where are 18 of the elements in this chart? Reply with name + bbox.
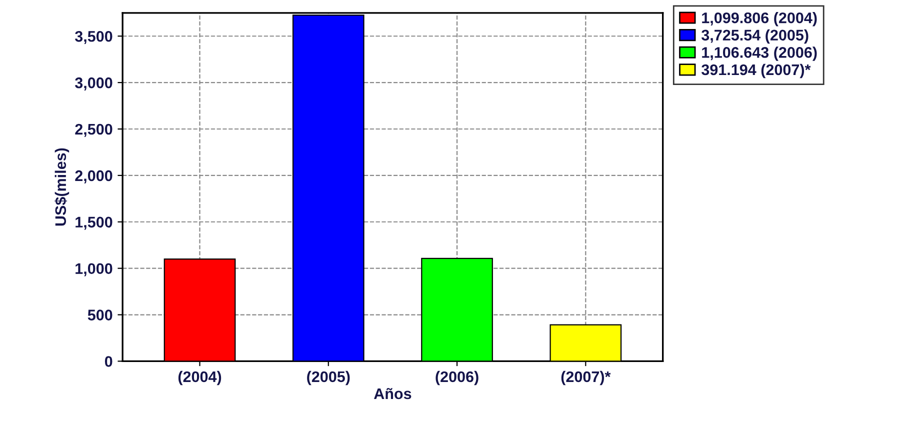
y-tick-label: 0	[104, 356, 112, 367]
x-axis-title: Años	[374, 388, 412, 400]
y-tick-label: 3,000	[74, 77, 112, 90]
legend-label: 1,106.643 (2006)	[702, 46, 817, 61]
y-tick-label: 3,500	[74, 30, 112, 44]
y-tick-label: 2,500	[75, 124, 112, 137]
x-tick-label: (2005)	[307, 370, 350, 386]
legend-label: 1,099.806 (2004)	[702, 12, 817, 26]
y-tick-label: 500	[88, 310, 112, 320]
x-tick-label: (2006)	[436, 370, 478, 386]
y-axis-title: US$(miles)	[54, 148, 70, 226]
x-tick-label: (2004)	[178, 370, 222, 386]
legend-label: 391.194 (2007)*	[701, 64, 811, 78]
y-tick-label: 2,000	[75, 170, 112, 184]
legend-label: 3,725.54 (2005)	[701, 29, 808, 44]
y-tick-label: 1,500	[76, 216, 112, 230]
y-tick-label: 1,000	[76, 263, 112, 276]
x-tick-label: (2007)*	[561, 370, 611, 386]
